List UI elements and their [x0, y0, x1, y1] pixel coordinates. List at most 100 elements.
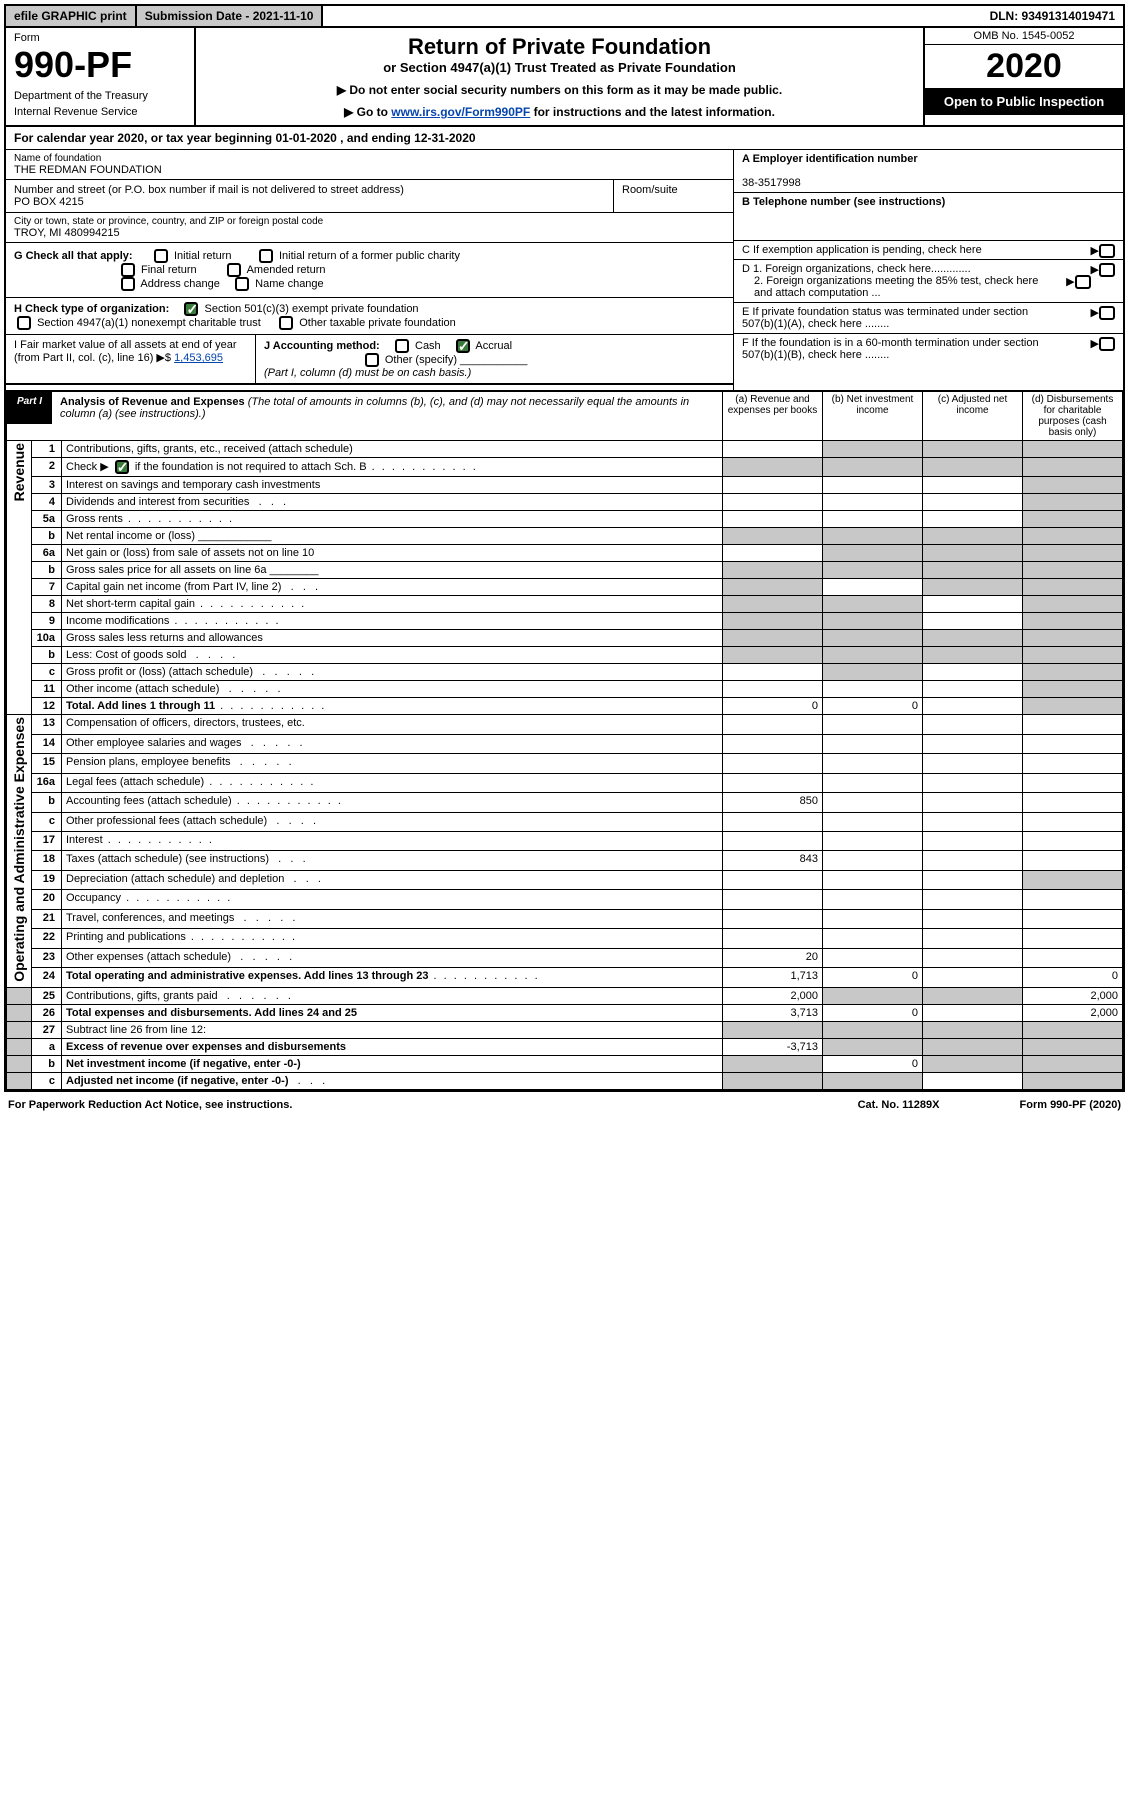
- amended-return-checkbox[interactable]: [227, 263, 241, 277]
- form990pf-link[interactable]: www.irs.gov/Form990PF: [391, 105, 530, 119]
- col-a-header: (a) Revenue and expenses per books: [723, 392, 823, 441]
- line12-col-a: 0: [723, 698, 823, 715]
- revenue-side-label: Revenue: [7, 441, 32, 715]
- form-note-ssn: ▶ Do not enter social security numbers o…: [208, 83, 911, 97]
- line9-desc: Income modifications: [62, 613, 723, 630]
- form-header: Form 990-PF Department of the Treasury I…: [6, 28, 1123, 127]
- line19-desc: Depreciation (attach schedule) and deple…: [62, 870, 723, 889]
- address-cell: Number and street (or P.O. box number if…: [6, 180, 613, 212]
- foundation-name-cell: Name of foundation THE REDMAN FOUNDATION: [6, 150, 733, 180]
- room-suite-cell: Room/suite: [613, 180, 733, 212]
- form-title: Return of Private Foundation: [208, 34, 911, 60]
- line13-desc: Compensation of officers, directors, tru…: [62, 715, 723, 734]
- calendar-year-line: For calendar year 2020, or tax year begi…: [6, 127, 1123, 150]
- line10a-desc: Gross sales less returns and allowances: [62, 630, 723, 647]
- other-taxable-checkbox[interactable]: [279, 316, 293, 330]
- line27c-desc: Adjusted net income (if negative, enter …: [62, 1072, 723, 1089]
- foreign-org-checkbox[interactable]: [1099, 263, 1115, 277]
- line27b-col-b: 0: [823, 1055, 923, 1072]
- dln: DLN: 93491314019471: [982, 6, 1123, 26]
- tax-year: 2020: [925, 45, 1123, 88]
- entity-info: Name of foundation THE REDMAN FOUNDATION…: [6, 150, 1123, 391]
- initial-return-former-checkbox[interactable]: [259, 249, 273, 263]
- 60month-termination-checkbox[interactable]: [1099, 337, 1115, 351]
- line21-desc: Travel, conferences, and meetings . . . …: [62, 909, 723, 928]
- section-i: I Fair market value of all assets at end…: [6, 335, 256, 383]
- 4947a1-checkbox[interactable]: [17, 316, 31, 330]
- section-c: C If exemption application is pending, c…: [734, 241, 1123, 260]
- ein-cell: A Employer identification number 38-3517…: [734, 150, 1123, 193]
- footer-form: Form 990-PF (2020): [1020, 1099, 1122, 1111]
- line27-desc: Subtract line 26 from line 12:: [62, 1021, 723, 1038]
- line16a-desc: Legal fees (attach schedule): [62, 773, 723, 792]
- section-j: J Accounting method: Cash Accrual Other …: [256, 335, 733, 383]
- form-note-link: ▶ Go to www.irs.gov/Form990PF for instru…: [208, 105, 911, 119]
- line18-desc: Taxes (attach schedule) (see instruction…: [62, 851, 723, 870]
- part1-table: Part I Analysis of Revenue and Expenses …: [6, 391, 1123, 1090]
- initial-return-checkbox[interactable]: [154, 249, 168, 263]
- line24-col-d: 0: [1023, 968, 1123, 987]
- line24-desc: Total operating and administrative expen…: [62, 968, 723, 987]
- line25-desc: Contributions, gifts, grants paid . . . …: [62, 987, 723, 1004]
- section-g: G Check all that apply: Initial return I…: [6, 243, 733, 298]
- line26-col-b: 0: [823, 1004, 923, 1021]
- address-change-checkbox[interactable]: [121, 277, 135, 291]
- footer-cat: Cat. No. 11289X: [858, 1099, 940, 1111]
- line24-col-a: 1,713: [723, 968, 823, 987]
- line12-desc: Total. Add lines 1 through 11: [62, 698, 723, 715]
- line2-desc: Check ▶ if the foundation is not require…: [62, 458, 723, 477]
- line3-desc: Interest on savings and temporary cash i…: [62, 477, 723, 494]
- foreign-85pct-checkbox[interactable]: [1075, 275, 1091, 289]
- line4-desc: Dividends and interest from securities .…: [62, 494, 723, 511]
- dept-irs: Internal Revenue Service: [14, 106, 186, 118]
- other-method-checkbox[interactable]: [365, 353, 379, 367]
- line10c-desc: Gross profit or (loss) (attach schedule)…: [62, 664, 723, 681]
- line25-col-a: 2,000: [723, 987, 823, 1004]
- line16b-desc: Accounting fees (attach schedule): [62, 793, 723, 812]
- line23-col-a: 20: [723, 948, 823, 967]
- line17-desc: Interest: [62, 832, 723, 851]
- sch-b-not-required-checkbox[interactable]: [115, 460, 129, 474]
- exemption-pending-checkbox[interactable]: [1099, 244, 1115, 258]
- line6a-desc: Net gain or (loss) from sale of assets n…: [62, 545, 723, 562]
- fmv-value[interactable]: 1,453,695: [174, 352, 223, 364]
- status-terminated-checkbox[interactable]: [1099, 306, 1115, 320]
- line27a-col-a: -3,713: [723, 1038, 823, 1055]
- expenses-side-label: Operating and Administrative Expenses: [7, 715, 32, 988]
- part1-label: Part I: [7, 392, 52, 424]
- omb-number: OMB No. 1545-0052: [925, 28, 1123, 45]
- line5a-desc: Gross rents: [62, 511, 723, 528]
- part1-title: Analysis of Revenue and Expenses (The to…: [52, 392, 722, 424]
- line1-desc: Contributions, gifts, grants, etc., rece…: [62, 441, 723, 458]
- line22-desc: Printing and publications: [62, 929, 723, 948]
- name-change-checkbox[interactable]: [235, 277, 249, 291]
- line14-desc: Other employee salaries and wages . . . …: [62, 734, 723, 753]
- line16b-col-a: 850: [723, 793, 823, 812]
- section-e: E If private foundation status was termi…: [734, 303, 1123, 334]
- final-return-checkbox[interactable]: [121, 263, 135, 277]
- top-bar: efile GRAPHIC print Submission Date - 20…: [6, 6, 1123, 28]
- footer-left: For Paperwork Reduction Act Notice, see …: [8, 1099, 292, 1111]
- accrual-checkbox[interactable]: [456, 339, 470, 353]
- line23-desc: Other expenses (attach schedule) . . . .…: [62, 948, 723, 967]
- line27b-desc: Net investment income (if negative, ente…: [62, 1055, 723, 1072]
- line18-col-a: 843: [723, 851, 823, 870]
- form-number: 990-PF: [14, 44, 186, 86]
- line12-col-b: 0: [823, 698, 923, 715]
- line25-col-d: 2,000: [1023, 987, 1123, 1004]
- dept-treasury: Department of the Treasury: [14, 90, 186, 102]
- line6b-desc: Gross sales price for all assets on line…: [62, 562, 723, 579]
- form-subtitle: or Section 4947(a)(1) Trust Treated as P…: [208, 60, 911, 75]
- 501c3-checkbox[interactable]: [184, 302, 198, 316]
- col-d-header: (d) Disbursements for charitable purpose…: [1023, 392, 1123, 441]
- line8-desc: Net short-term capital gain: [62, 596, 723, 613]
- line10b-desc: Less: Cost of goods sold . . . .: [62, 647, 723, 664]
- line26-col-d: 2,000: [1023, 1004, 1123, 1021]
- submission-date: Submission Date - 2021-11-10: [137, 6, 324, 26]
- line11-desc: Other income (attach schedule) . . . . .: [62, 681, 723, 698]
- line26-col-a: 3,713: [723, 1004, 823, 1021]
- section-d: D 1. Foreign organizations, check here..…: [734, 260, 1123, 303]
- line24-col-b: 0: [823, 968, 923, 987]
- line7-desc: Capital gain net income (from Part IV, l…: [62, 579, 723, 596]
- cash-checkbox[interactable]: [395, 339, 409, 353]
